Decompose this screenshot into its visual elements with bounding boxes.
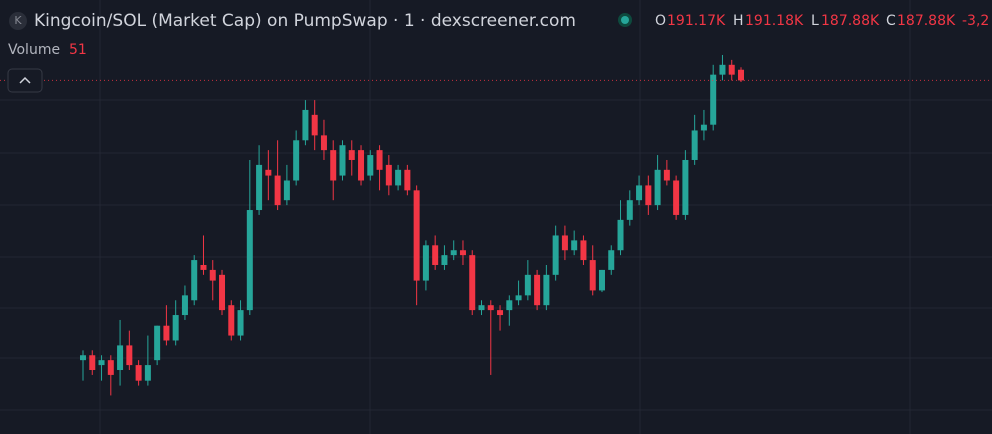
- candle-body: [367, 155, 374, 176]
- candle-body: [200, 264, 207, 270]
- ohlc-value: 191.17K: [667, 13, 726, 29]
- candle-body: [376, 150, 383, 170]
- candle-body: [469, 255, 476, 311]
- candle-body: [682, 159, 689, 215]
- candle-body: [311, 114, 318, 136]
- candle-body: [738, 69, 744, 81]
- candle-body: [645, 185, 652, 206]
- candle-body: [339, 145, 346, 176]
- candle-body: [348, 150, 355, 160]
- candle-body: [126, 345, 133, 366]
- candle-body: [144, 365, 151, 381]
- header: K Kingcoin/SOL (Market Cap) on PumpSwap …: [7, 11, 989, 93]
- candle-body: [524, 274, 531, 296]
- candle-body: [515, 295, 522, 301]
- candle-body: [636, 185, 643, 201]
- candle-body: [413, 190, 420, 281]
- change-value: -3,2: [962, 13, 989, 29]
- candle-body: [497, 310, 504, 316]
- candle-body: [154, 325, 161, 361]
- candle-body: [506, 300, 513, 311]
- candle-body: [673, 180, 680, 215]
- candle-body: [181, 295, 188, 316]
- candle-body: [441, 255, 448, 265]
- candle-body: [617, 219, 624, 251]
- candle-body: [256, 164, 263, 211]
- candle-body: [608, 250, 615, 270]
- ohlc-letter: O: [655, 13, 666, 29]
- candle-body: [719, 64, 726, 75]
- ohlc-value: 187.88K: [897, 13, 956, 29]
- candle-body: [330, 150, 337, 181]
- candle-body: [358, 150, 365, 181]
- ohlc-letter: L: [811, 13, 819, 29]
- candle-body: [219, 274, 226, 311]
- collapse-caret[interactable]: [19, 76, 31, 84]
- candle-body: [700, 124, 707, 131]
- candle-body: [191, 260, 198, 301]
- candle-body: [209, 269, 216, 281]
- candle-body: [163, 325, 170, 341]
- candle-body: [274, 175, 281, 206]
- volume-label: Volume: [8, 42, 60, 58]
- candle-body: [552, 235, 559, 275]
- candle-body: [459, 250, 466, 256]
- candle-body: [432, 245, 439, 265]
- candle-body: [589, 260, 596, 291]
- volume-value: 51: [69, 42, 87, 58]
- candle-body: [728, 64, 735, 75]
- candle-body: [228, 305, 235, 336]
- candle-body: [395, 169, 402, 186]
- candle-body: [89, 355, 96, 371]
- candle-body: [246, 210, 253, 311]
- ohlc-value: 187.88K: [821, 13, 880, 29]
- candle-body: [571, 240, 578, 251]
- ohlc-letter: C: [886, 13, 896, 29]
- candle-body: [320, 135, 327, 151]
- candle-body: [98, 360, 105, 366]
- candle-body: [302, 109, 309, 141]
- candle-body: [385, 164, 392, 186]
- ohlc-letter: H: [733, 13, 744, 29]
- candle-body: [107, 360, 114, 375]
- candle-body: [534, 274, 541, 306]
- candle-body: [598, 269, 605, 291]
- ohlc-value: 191.18K: [745, 13, 804, 29]
- candle-body: [237, 310, 244, 336]
- candle-body: [478, 305, 485, 311]
- candle-body: [626, 200, 633, 220]
- candle-body: [654, 169, 661, 206]
- icon: [9, 12, 27, 30]
- chart-title: Kingcoin/SOL (Market Cap) on PumpSwap · …: [34, 11, 576, 31]
- candle-body: [422, 245, 429, 281]
- candle-body: [543, 274, 550, 306]
- candle-body: [580, 240, 587, 261]
- candle-body: [172, 315, 179, 341]
- candle-body: [450, 250, 457, 256]
- candle-body: [135, 365, 142, 381]
- candle-body: [283, 180, 290, 201]
- candle-body: [265, 169, 272, 176]
- collapse-button-box[interactable]: [7, 68, 43, 93]
- candle-body: [487, 305, 494, 311]
- candle-body: [293, 140, 300, 181]
- candle-body: [404, 169, 411, 191]
- candle-body: [117, 345, 124, 371]
- candle-body: [691, 130, 698, 160]
- candle-body: [663, 169, 670, 181]
- icon-letter: K: [14, 14, 22, 27]
- candles: [0, 54, 992, 396]
- candle-body: [80, 355, 86, 361]
- candle-body: [710, 74, 717, 125]
- status-dot: [621, 16, 629, 24]
- candle-body: [561, 235, 568, 251]
- collapse-button[interactable]: [7, 68, 43, 93]
